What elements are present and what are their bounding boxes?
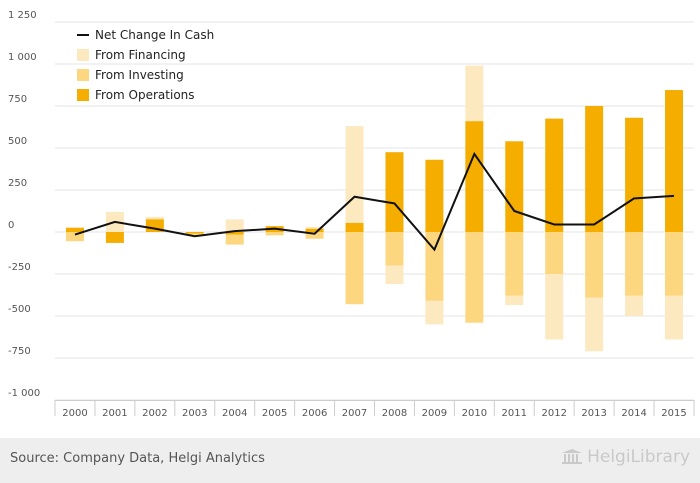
bar-from-investing (345, 232, 364, 305)
bar-from-financing (425, 300, 444, 325)
bar-from-operations (345, 222, 364, 232)
bar-from-financing (585, 297, 604, 352)
y-tick-label: -250 (8, 262, 31, 273)
bar-from-operations (665, 90, 684, 232)
bar-from-operations (625, 117, 644, 232)
bar-from-financing (345, 126, 364, 223)
source-text: Source: Company Data, Helgi Analytics (10, 451, 265, 466)
x-tick-label: 2005 (262, 408, 287, 419)
y-tick-label: 1 250 (8, 10, 37, 21)
x-tick-label: 2002 (142, 408, 167, 419)
footer: Source: Company Data, Helgi Analytics He… (0, 438, 700, 483)
helgi-library-logo: HelgiLibrary (561, 447, 690, 467)
x-tick-label: 2008 (382, 408, 407, 419)
y-tick-label: 1 000 (8, 52, 37, 63)
x-tick-label: 2011 (502, 408, 527, 419)
legend-label: Net Change In Cash (95, 28, 214, 42)
legend-label: From Operations (95, 88, 195, 102)
x-tick-label: 2014 (621, 408, 646, 419)
bar-from-operations (585, 106, 604, 232)
bar-from-investing (505, 232, 524, 296)
bar-from-financing (545, 274, 564, 340)
x-tick-label: 2003 (182, 408, 207, 419)
bar-from-financing (465, 65, 484, 122)
bar-from-investing (225, 234, 244, 245)
legend-swatch (77, 49, 89, 61)
line-net-change-in-cash (74, 151, 675, 252)
legend-label: From Financing (95, 48, 186, 62)
bar-from-operations (65, 227, 84, 232)
bar-from-investing (265, 232, 284, 236)
bar-from-financing (505, 295, 524, 306)
legend-swatch (77, 89, 89, 101)
bar-from-financing (665, 295, 684, 340)
bar-from-investing (665, 232, 684, 296)
bar-from-investing (65, 232, 84, 242)
cash-flow-chart: -1 000 -750 -500 -250 0 250 500 750 1 000 1 250 20… (8, 10, 695, 419)
logo-text: HelgiLibrary (587, 447, 690, 467)
bar-from-financing (305, 226, 324, 229)
bar-from-financing (65, 226, 84, 228)
y-tick-label: -500 (8, 304, 31, 315)
bar-from-investing (425, 232, 444, 301)
y-tick-label: -1 000 (8, 388, 40, 399)
y-tick-label: 500 (8, 136, 27, 147)
bar-from-operations (545, 118, 564, 232)
x-tick-label: 2007 (342, 408, 367, 419)
x-tick-label: 2013 (581, 408, 606, 419)
x-tick-label: 2004 (222, 408, 247, 419)
x-tick-label: 2010 (462, 408, 487, 419)
x-tick-label: 2006 (302, 408, 327, 419)
bar-from-investing (385, 232, 404, 266)
bar-from-investing (185, 233, 204, 236)
bar-from-investing (625, 232, 644, 296)
y-tick-label: -750 (8, 346, 31, 357)
bar-from-operations (385, 152, 404, 232)
y-tick-label: 250 (8, 178, 27, 189)
bar-from-financing (225, 219, 244, 232)
legend-label: From Investing (95, 68, 184, 82)
bar-from-investing (465, 232, 484, 323)
bar-from-operations (465, 121, 484, 232)
bar-from-operations (505, 141, 524, 232)
bar-from-operations (425, 159, 444, 232)
x-tick-label: 2000 (62, 408, 87, 419)
x-tick-label: 2012 (541, 408, 566, 419)
bar-from-operations (185, 232, 204, 234)
bar-from-operations (305, 228, 324, 232)
bar-from-investing (545, 232, 564, 274)
x-tick-label: 2009 (422, 408, 447, 419)
bar-from-financing (385, 265, 404, 285)
bar-from-financing (145, 216, 164, 219)
library-building-icon (562, 449, 583, 464)
y-tick-label: 0 (8, 220, 14, 231)
bar-from-investing (145, 218, 164, 220)
bar-from-investing (305, 232, 324, 239)
legend-swatch (77, 69, 89, 81)
bar-from-financing (625, 295, 644, 316)
bar-from-investing (585, 232, 604, 298)
y-tick-label: 750 (8, 94, 27, 105)
x-tick-label: 2015 (661, 408, 686, 419)
bar-from-operations (225, 232, 244, 235)
bar-from-operations (105, 232, 124, 243)
x-tick-label: 2001 (102, 408, 127, 419)
